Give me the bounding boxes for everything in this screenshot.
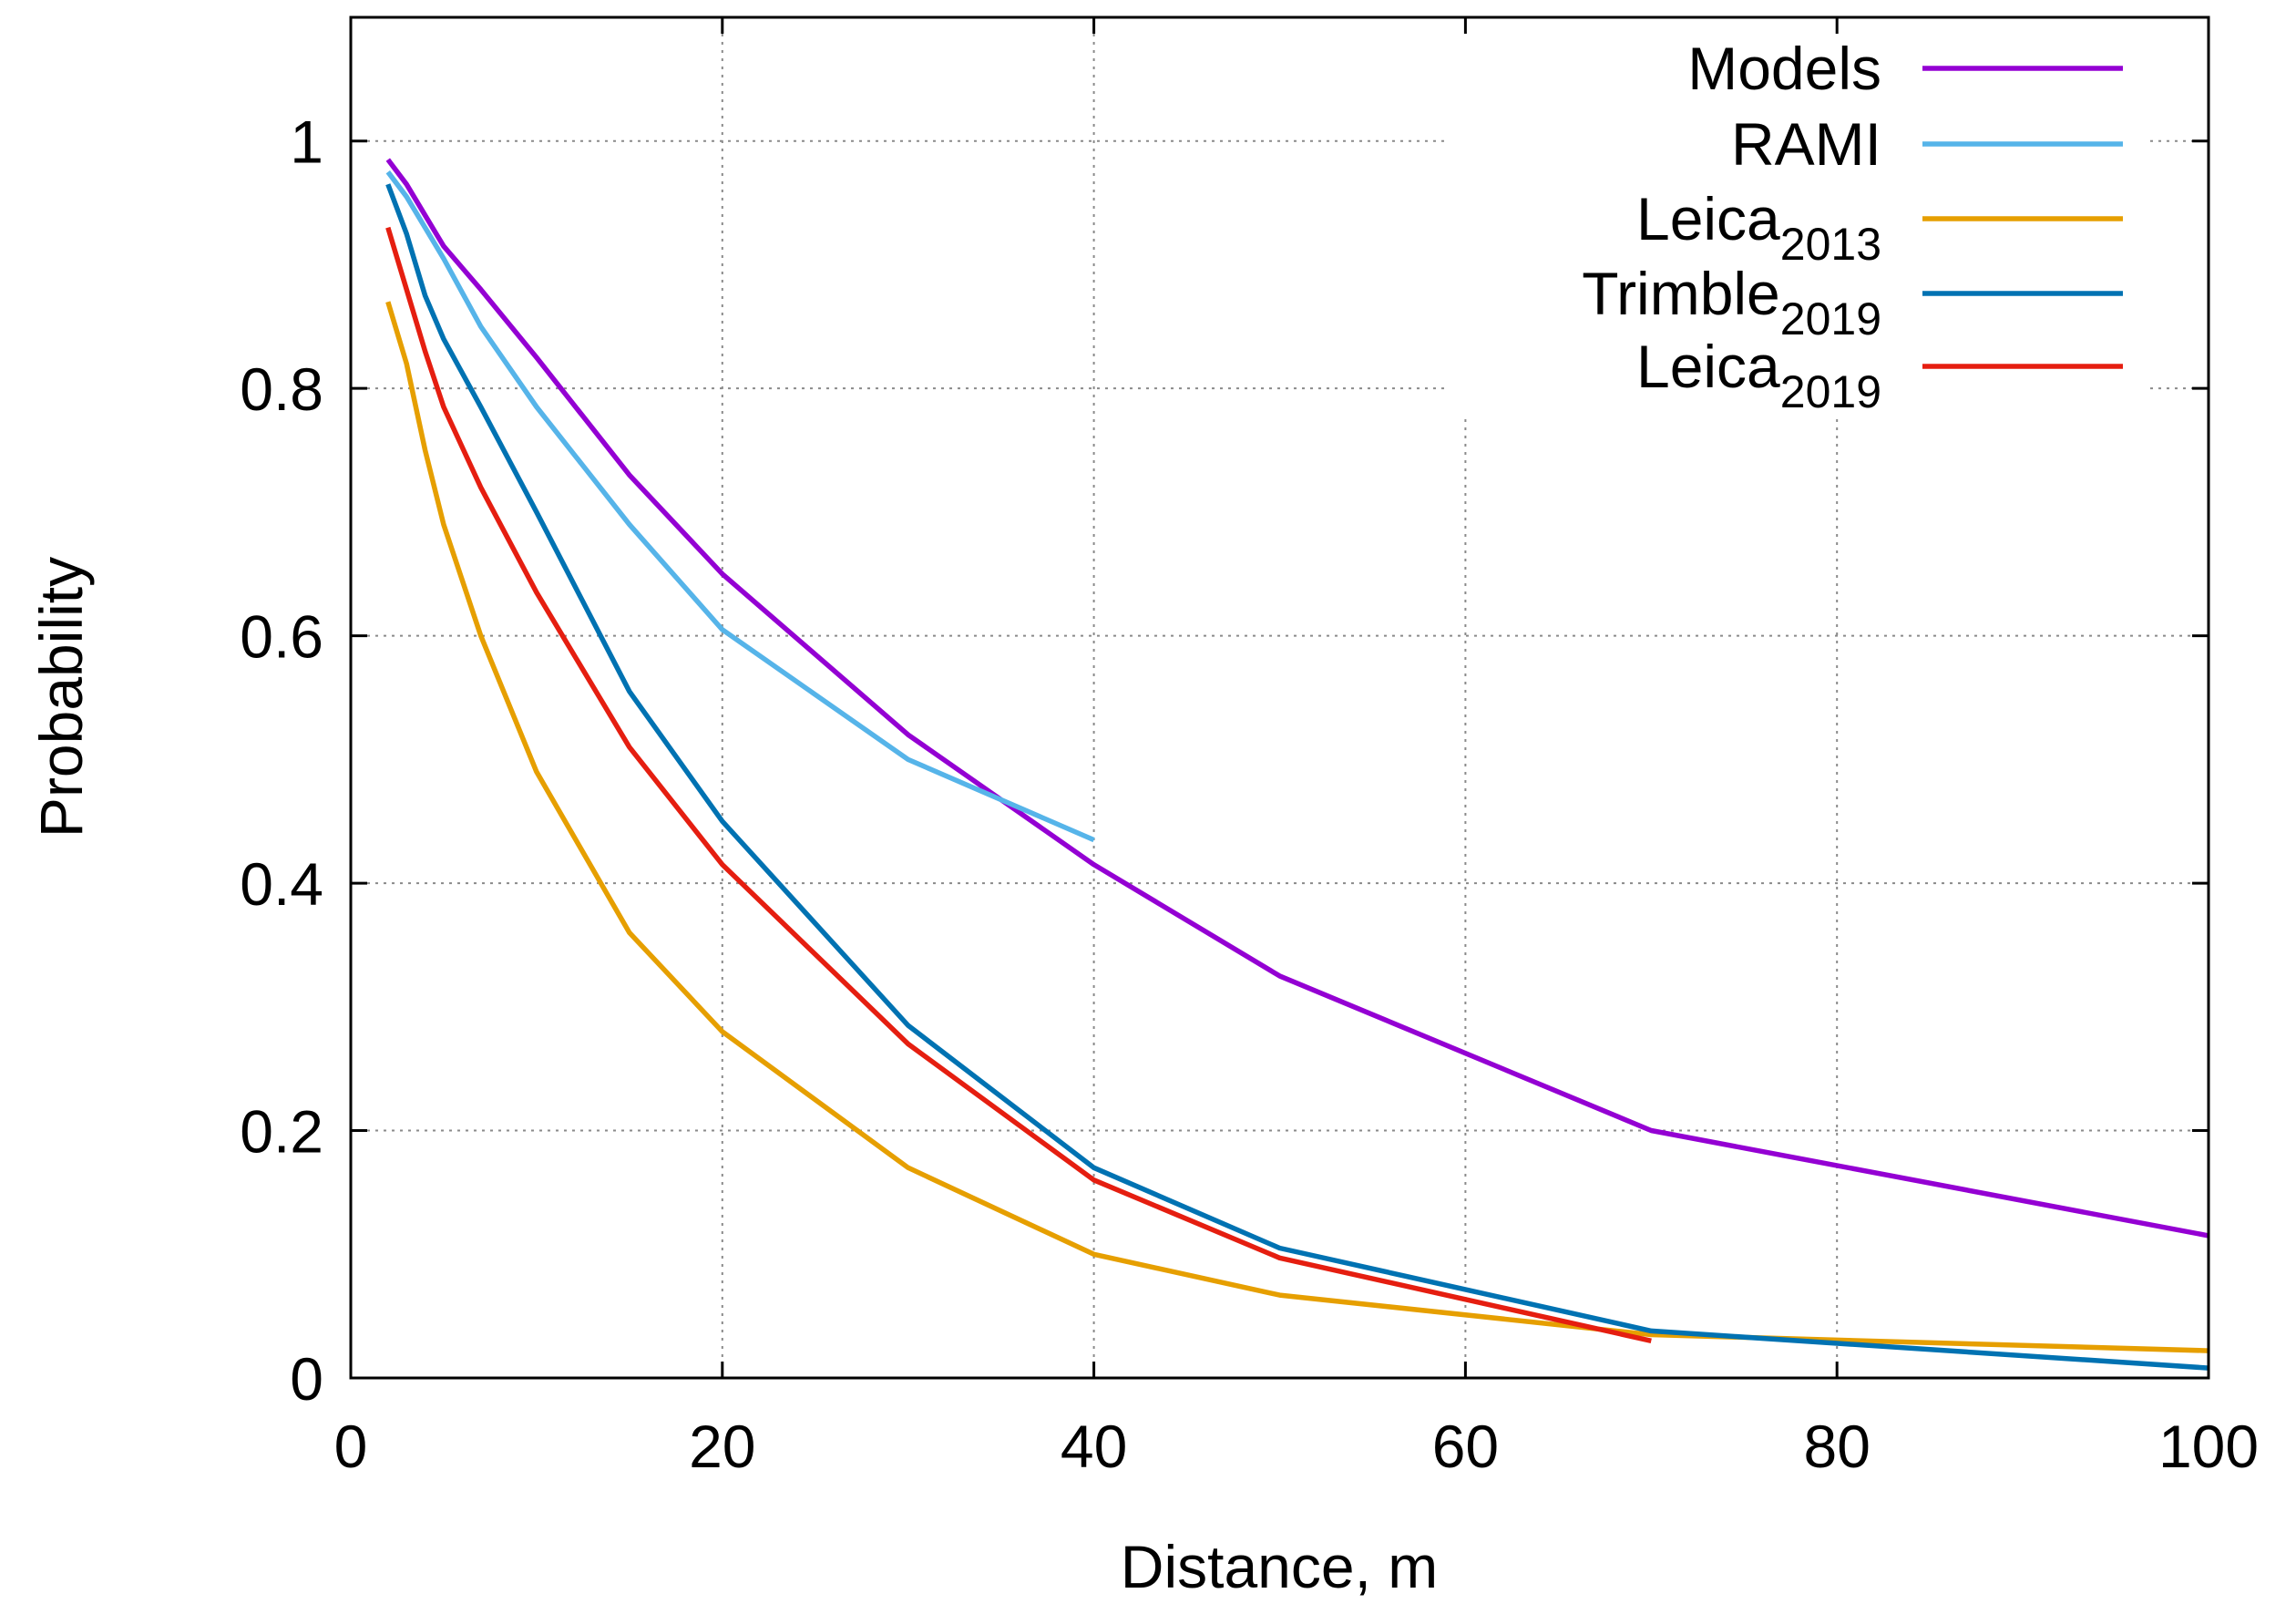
legend-item-leica2013: Leica2013: [1636, 185, 2123, 270]
y-axis-label: Probability: [27, 557, 95, 838]
legend-label: Leica2019: [1636, 333, 1881, 417]
series-line-rami: [385, 170, 1095, 843]
x-tick-label: 40: [1061, 1413, 1127, 1480]
x-axis-label: Distance, m: [1121, 1533, 1438, 1600]
plot-frame: [349, 15, 2210, 1380]
axis-ticks: [349, 17, 2210, 1380]
legend-label: Trimble2019: [1582, 260, 1881, 344]
y-tick-label: 0.2: [240, 1098, 323, 1166]
y-tick-label: 1: [290, 108, 323, 176]
series-line-models: [385, 158, 2209, 1239]
legend-label: Leica2013: [1636, 185, 1881, 270]
x-tick-label: 20: [689, 1413, 755, 1480]
series-line-trimble2019: [385, 183, 2209, 1371]
legend-item-models: Models: [1687, 35, 2123, 102]
series-line-leica2013: [385, 301, 2209, 1353]
legend-item-rami: RAMI: [1731, 110, 2123, 178]
gridlines: [351, 17, 2209, 1378]
plot-area: [385, 158, 2209, 1371]
x-tick-label: 0: [334, 1413, 368, 1480]
legend-item-trimble2019: Trimble2019: [1582, 260, 2123, 344]
y-tick-label: 0.4: [240, 850, 323, 918]
y-tick-label: 0: [290, 1345, 323, 1413]
series-line-leica2019: [385, 226, 1652, 1343]
y-tick-label: 0.6: [240, 603, 323, 671]
legend-label: RAMI: [1731, 110, 1881, 178]
x-tick-label: 60: [1432, 1413, 1499, 1480]
legend-item-leica2019: Leica2019: [1636, 333, 2123, 417]
plot-border: [349, 15, 2210, 1380]
x-tick-label: 80: [1803, 1413, 1870, 1480]
y-tick-label: 0.8: [240, 355, 323, 423]
axis-tick-labels: 0 20 40 60 80 100 0 0.2 0.4 0.6 0.8 1: [240, 108, 2259, 1480]
legend-label: Models: [1687, 35, 1881, 102]
x-tick-label: 100: [2158, 1413, 2259, 1480]
